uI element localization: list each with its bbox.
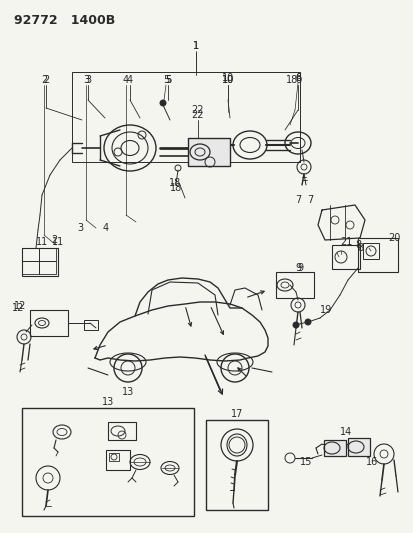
Circle shape xyxy=(304,319,310,325)
Bar xyxy=(109,453,119,461)
Text: 18: 18 xyxy=(169,183,182,193)
Bar xyxy=(39,248,56,261)
Text: 5: 5 xyxy=(162,75,169,85)
Text: 2: 2 xyxy=(51,235,57,245)
Bar xyxy=(331,245,359,269)
Bar xyxy=(22,261,39,274)
Bar xyxy=(84,320,98,330)
Text: 16: 16 xyxy=(365,457,377,467)
Text: 18: 18 xyxy=(169,178,181,188)
Text: 9: 9 xyxy=(294,263,300,273)
Text: 18: 18 xyxy=(285,75,297,85)
Text: 6: 6 xyxy=(294,75,300,85)
Text: 11: 11 xyxy=(52,237,64,247)
Bar xyxy=(108,422,136,440)
Text: 1: 1 xyxy=(192,41,199,51)
Text: 8: 8 xyxy=(354,240,360,250)
Bar xyxy=(22,408,194,516)
Bar xyxy=(188,138,230,166)
Text: 10: 10 xyxy=(221,75,234,85)
Text: 14: 14 xyxy=(339,427,351,437)
Text: 1: 1 xyxy=(192,41,199,51)
Text: 3: 3 xyxy=(83,75,89,85)
Text: 19: 19 xyxy=(319,305,331,315)
Bar xyxy=(106,450,130,470)
Text: 10: 10 xyxy=(221,73,234,83)
Text: 5: 5 xyxy=(164,75,171,85)
Text: 2: 2 xyxy=(43,75,49,85)
Text: 7: 7 xyxy=(306,195,312,205)
Text: 6: 6 xyxy=(294,73,300,83)
Text: 6: 6 xyxy=(294,73,300,83)
Text: 20: 20 xyxy=(387,233,399,243)
Bar xyxy=(362,243,378,259)
Text: 5: 5 xyxy=(164,75,171,85)
Bar xyxy=(72,72,299,162)
Text: 4: 4 xyxy=(127,75,133,85)
Bar xyxy=(22,248,39,261)
Text: 3: 3 xyxy=(85,75,91,85)
Text: 8: 8 xyxy=(356,243,362,253)
Text: 92772   1400B: 92772 1400B xyxy=(14,14,115,27)
Bar xyxy=(275,272,313,298)
Text: 11: 11 xyxy=(36,237,48,247)
Bar xyxy=(357,238,397,272)
Bar xyxy=(30,310,68,336)
Text: 2: 2 xyxy=(41,75,47,85)
Bar xyxy=(206,420,267,510)
Text: 7: 7 xyxy=(294,195,300,205)
Text: 3: 3 xyxy=(77,223,83,233)
Bar xyxy=(323,440,345,456)
Circle shape xyxy=(292,322,298,328)
Text: 21: 21 xyxy=(339,237,351,247)
Text: 10: 10 xyxy=(221,75,234,85)
Text: 15: 15 xyxy=(299,457,311,467)
Text: 17: 17 xyxy=(230,409,242,419)
Circle shape xyxy=(159,100,166,106)
Text: 12: 12 xyxy=(12,303,24,313)
Text: 13: 13 xyxy=(102,397,114,407)
Bar xyxy=(22,248,58,276)
Text: 4: 4 xyxy=(103,223,109,233)
Text: 9: 9 xyxy=(296,263,302,273)
Text: 12: 12 xyxy=(14,301,26,311)
Text: 4: 4 xyxy=(123,75,129,85)
Text: 22: 22 xyxy=(191,105,204,115)
Bar xyxy=(39,261,56,274)
Bar xyxy=(347,438,369,456)
Text: 22: 22 xyxy=(191,110,204,120)
Text: 13: 13 xyxy=(121,387,134,397)
